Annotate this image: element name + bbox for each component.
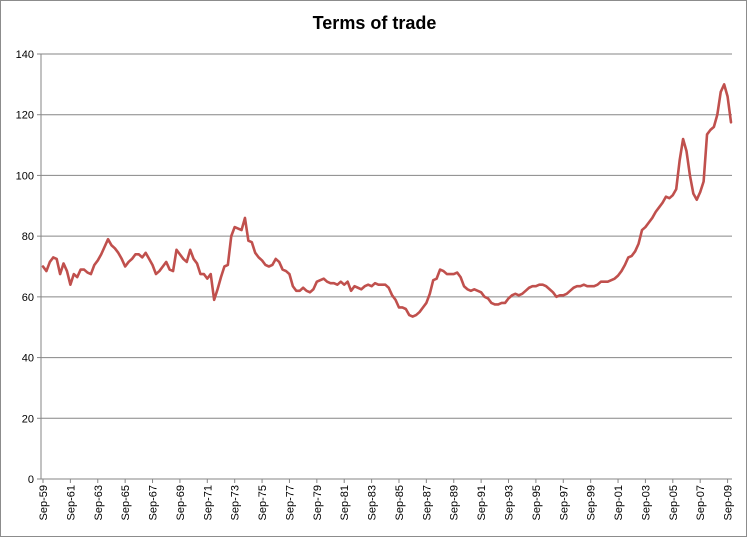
y-tick-label: 140 (16, 49, 34, 61)
x-tick-label: Sep-75 (257, 485, 269, 520)
x-tick-label: Sep-83 (367, 485, 379, 520)
x-tick-label: Sep-93 (504, 485, 516, 520)
x-tick-label: Sep-01 (613, 485, 625, 520)
x-tick-label: Sep-77 (284, 485, 296, 520)
y-tick-label: 120 (16, 110, 34, 122)
x-tick-label: Sep-59 (38, 485, 50, 520)
gridlines (41, 53, 732, 419)
x-tick-label: Sep-09 (723, 485, 735, 520)
x-tick-label: Sep-69 (175, 485, 187, 520)
y-tick-label: 100 (16, 170, 34, 182)
x-tick-label: Sep-73 (230, 485, 242, 520)
x-tick-label: Sep-07 (695, 485, 707, 520)
x-tick-label: Sep-03 (640, 485, 652, 520)
x-tick-label: Sep-71 (202, 485, 214, 520)
x-tick-label: Sep-85 (394, 485, 406, 520)
x-tick-label: Sep-81 (339, 485, 351, 520)
x-tick-label: Sep-79 (312, 485, 324, 520)
x-tick-label: Sep-97 (558, 485, 570, 520)
x-tick-labels: Sep-59 Sep-61 Sep-63 Sep-65 Sep-67 Sep-69 Sep-… (38, 485, 735, 520)
y-tick-label: 80 (22, 231, 34, 243)
series-layer (41, 83, 733, 318)
x-tick-label: Sep-63 (93, 485, 105, 520)
y-tick-label: 60 (22, 292, 34, 304)
x-tick-label: Sep-65 (120, 485, 132, 520)
x-tick-label: Sep-61 (65, 485, 77, 520)
series-line (41, 83, 733, 318)
y-tick-labels: 0 20 40 60 80 100 120 140 (16, 49, 34, 486)
chart-title: Terms of trade (312, 13, 437, 33)
x-tick-label: Sep-95 (531, 485, 543, 520)
x-tick-label: Sep-99 (586, 485, 598, 520)
y-tick-label: 0 (28, 474, 34, 486)
x-tick-label: Sep-05 (668, 485, 680, 520)
y-tick-label: 40 (22, 353, 34, 365)
x-tick-label: Sep-87 (421, 485, 433, 520)
y-tick-label: 20 (22, 413, 34, 425)
x-tick-label: Sep-89 (449, 485, 461, 520)
x-tick-label: Sep-91 (476, 485, 488, 520)
axes (37, 53, 732, 483)
x-tick-label: Sep-67 (148, 485, 160, 520)
